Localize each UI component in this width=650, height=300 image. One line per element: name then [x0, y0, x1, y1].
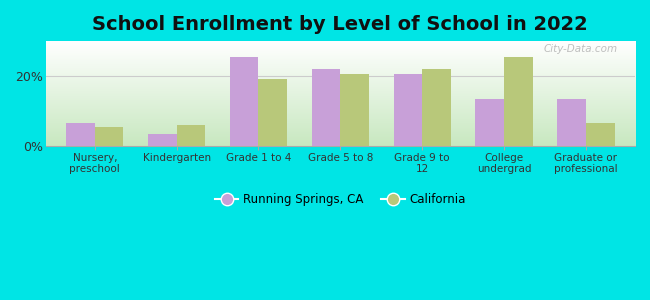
Bar [148, 134, 177, 146]
Bar [230, 57, 259, 146]
Bar [259, 80, 287, 146]
Legend: Running Springs, CA, California: Running Springs, CA, California [210, 188, 471, 211]
Bar [557, 99, 586, 146]
Bar [393, 74, 422, 146]
Bar [341, 74, 369, 146]
Bar [66, 123, 95, 146]
Bar [95, 127, 124, 146]
Bar [422, 69, 451, 146]
Bar [475, 99, 504, 146]
Title: School Enrollment by Level of School in 2022: School Enrollment by Level of School in … [92, 15, 588, 34]
Bar [504, 57, 533, 146]
Bar [586, 123, 614, 146]
Bar [312, 69, 341, 146]
Text: City-Data.com: City-Data.com [543, 44, 618, 54]
Bar [177, 125, 205, 146]
